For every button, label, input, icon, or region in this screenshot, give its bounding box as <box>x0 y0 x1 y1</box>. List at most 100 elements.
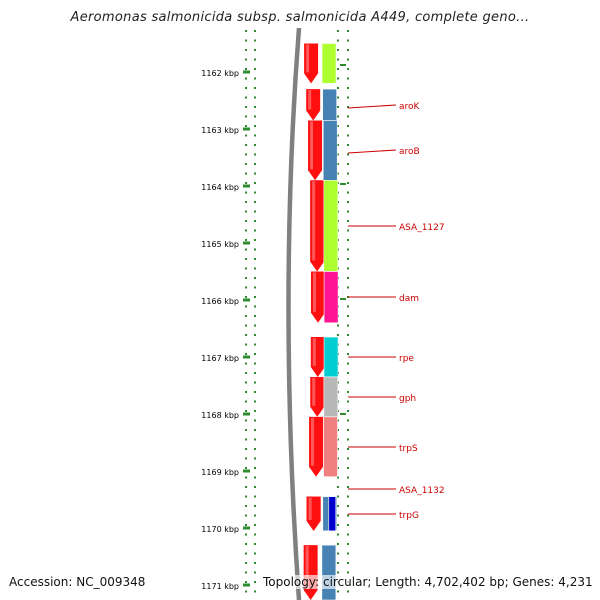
guide-dot <box>254 334 256 336</box>
guide-dot <box>347 419 349 422</box>
guide-dot <box>337 552 339 555</box>
ruler-tick <box>243 526 250 530</box>
guide-dot <box>254 429 256 431</box>
ruler-tick <box>243 298 250 302</box>
guide-dot <box>245 267 247 270</box>
gene-color-segment <box>322 88 337 121</box>
guide-dot <box>347 562 349 564</box>
guide-dot <box>245 457 247 460</box>
guide-dot <box>254 87 256 89</box>
gene-color-track <box>321 43 339 600</box>
guide-dot <box>347 115 349 118</box>
guide-dot <box>254 571 256 574</box>
guide-dot <box>337 77 339 80</box>
ruler-tick <box>243 184 250 188</box>
guide-dot <box>254 410 256 412</box>
guide-dot <box>347 30 349 32</box>
guide-dot <box>245 305 247 308</box>
guide-dot <box>347 400 349 403</box>
guide-dot <box>245 324 247 327</box>
guide-dot <box>347 191 349 194</box>
guide-dot <box>347 514 349 517</box>
guide-dot <box>347 144 349 146</box>
guide-dot <box>337 334 339 336</box>
guide-dot <box>347 552 349 555</box>
guide-dot <box>245 39 247 42</box>
guide-dot <box>337 49 339 51</box>
guide-dot <box>337 39 339 42</box>
gene-arrow-highlight <box>312 272 316 312</box>
guide-dot <box>254 153 256 156</box>
guide-dot <box>254 505 256 507</box>
guide-dot <box>337 106 339 108</box>
guide-marker <box>340 64 346 66</box>
gene-arrow-highlight <box>311 417 315 466</box>
guide-dot <box>254 486 256 488</box>
guide-dot <box>347 524 349 526</box>
guide-dot <box>254 239 256 241</box>
guide-dot <box>245 144 247 146</box>
gene-arrow-highlight <box>305 546 309 589</box>
guide-dot <box>337 429 339 431</box>
guide-dot <box>245 201 247 203</box>
guide-dot <box>245 353 247 355</box>
guide-dot <box>245 476 247 479</box>
gene-arrow-highlight <box>308 90 312 110</box>
gene-arrow-highlight <box>306 44 310 73</box>
guide-dot <box>347 182 349 184</box>
guide-dot <box>254 134 256 137</box>
guide-dot <box>254 49 256 51</box>
ruler-dotted-guides <box>245 30 349 593</box>
guide-dot <box>254 191 256 194</box>
guide-dot <box>347 495 349 498</box>
guide-dot <box>337 486 339 488</box>
guide-marker <box>340 413 346 415</box>
guide-dot <box>245 590 247 593</box>
guide-dot <box>347 210 349 213</box>
guide-dot <box>254 305 256 308</box>
guide-dot <box>337 172 339 175</box>
guide-dot <box>254 172 256 175</box>
guide-dot <box>245 153 247 156</box>
guide-dot <box>337 524 339 526</box>
guide-dot <box>347 448 349 450</box>
guide-dot <box>245 210 247 213</box>
guide-dot <box>254 58 256 61</box>
guide-dot <box>254 125 256 127</box>
guide-dot <box>337 115 339 118</box>
gene-arrow-highlight <box>312 377 316 406</box>
backbone-curve <box>286 27 302 600</box>
guide-dot <box>347 277 349 279</box>
guide-dot <box>337 125 339 127</box>
ruler-tick-label: 1162 kbp <box>201 69 239 78</box>
gene-color-segment <box>322 120 338 181</box>
guide-dot <box>245 391 247 393</box>
guide-dot <box>347 324 349 327</box>
guide-dot <box>337 58 339 61</box>
guide-dot <box>337 153 339 156</box>
guide-dot <box>245 68 247 70</box>
guide-dot <box>254 552 256 555</box>
gene-color-segment <box>323 416 338 478</box>
guide-dot <box>254 163 256 165</box>
guide-dot <box>347 343 349 346</box>
guide-dot <box>245 229 247 232</box>
guide-dot <box>347 68 349 70</box>
guide-dot <box>347 163 349 165</box>
guide-dot <box>347 267 349 270</box>
guide-dot <box>337 448 339 450</box>
ruler-tick-label: 1168 kbp <box>201 411 239 420</box>
guide-dot <box>337 590 339 593</box>
guide-dot <box>254 68 256 70</box>
guide-dot <box>254 277 256 279</box>
guide-dot <box>245 77 247 80</box>
guide-dot <box>245 58 247 61</box>
guide-dot <box>337 562 339 564</box>
guide-dot <box>245 495 247 498</box>
guide-dot <box>337 438 339 441</box>
guide-dot <box>254 457 256 460</box>
guide-dot <box>347 49 349 51</box>
gene-label: aroK <box>399 102 421 112</box>
gene-color-segment <box>323 271 339 324</box>
